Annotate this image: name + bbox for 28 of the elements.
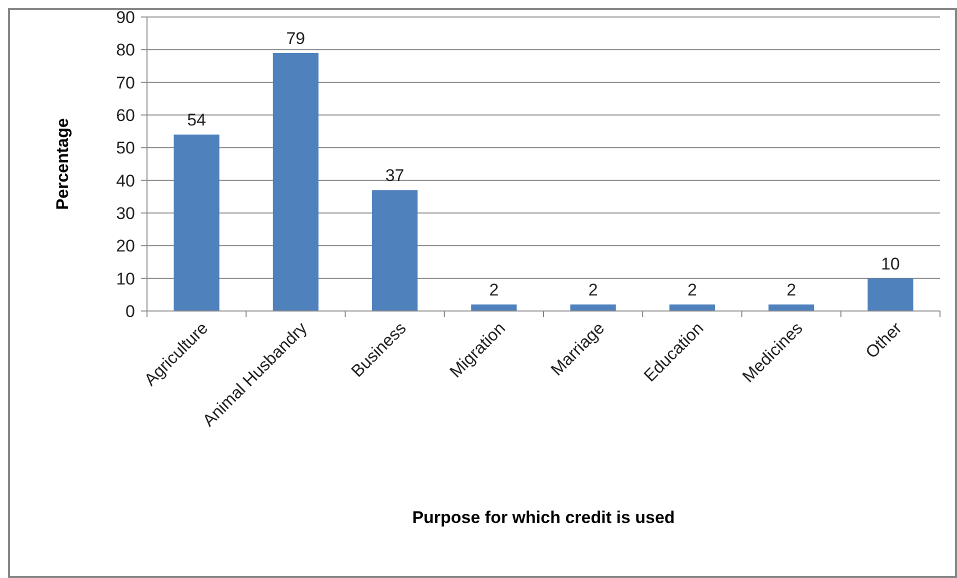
bar <box>372 190 418 311</box>
y-tick-label: 20 <box>116 236 135 256</box>
bar <box>570 304 616 311</box>
y-tick-label: 30 <box>116 204 135 223</box>
y-tick-label: 60 <box>116 106 135 125</box>
data-label: 2 <box>489 280 499 300</box>
bar <box>471 304 517 311</box>
y-tick-label: 10 <box>116 269 135 288</box>
bar <box>174 134 220 311</box>
y-tick-label: 70 <box>116 73 135 92</box>
y-tick-label: 50 <box>116 138 135 158</box>
y-tick-label: 0 <box>126 302 135 321</box>
data-label: 2 <box>588 280 598 300</box>
data-label: 37 <box>385 166 404 186</box>
y-tick-label: 90 <box>116 8 135 27</box>
data-label: 10 <box>880 254 900 274</box>
bar <box>272 52 318 311</box>
bar <box>868 278 914 311</box>
x-axis-title: Purpose for which credit is used <box>412 508 675 527</box>
bar <box>768 304 814 311</box>
y-tick-label: 80 <box>116 40 135 60</box>
bar <box>669 304 715 311</box>
data-label: 2 <box>786 280 796 300</box>
y-axis-title: Percentage <box>53 118 72 210</box>
data-label: 54 <box>187 110 206 130</box>
data-label: 2 <box>687 280 697 300</box>
y-tick-label: 40 <box>116 171 135 190</box>
data-label: 79 <box>286 28 306 48</box>
